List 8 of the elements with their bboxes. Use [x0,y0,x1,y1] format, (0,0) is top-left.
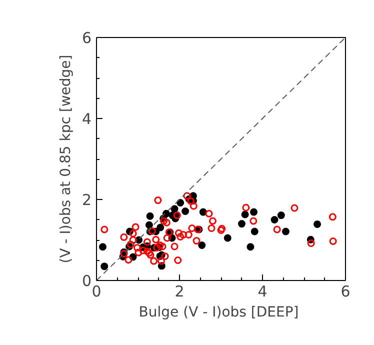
x-tick-label: 4 [258,282,268,300]
y-tick-label: 6 [82,29,92,47]
x-tick-label: 6 [340,282,350,300]
x-axis-title: Bulge (V - I)obs [DEEP] [138,304,299,320]
y-tick-label: 4 [82,110,92,128]
y-tick-label: 2 [82,191,92,209]
y-axis-title: (V - I)obs at 0.85 kpc [wedge] [58,54,74,264]
x-tick-label: 2 [174,282,184,300]
